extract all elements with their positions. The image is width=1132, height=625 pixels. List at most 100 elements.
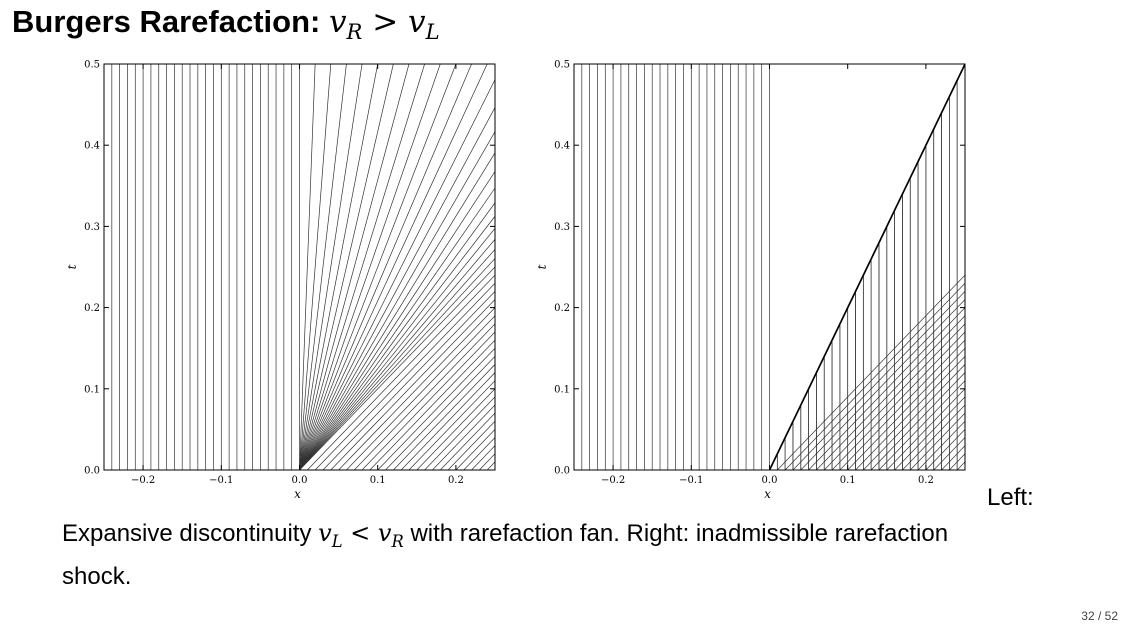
right-characteristic [886,388,965,470]
page-number: 32 / 52 [1081,609,1118,623]
x-tick-label: 0.1 [370,475,386,486]
right-characteristic [307,274,495,470]
right-characteristic [973,64,978,470]
fan-characteristic [299,266,495,470]
y-tick-label: 0.3 [84,222,100,233]
x-tick-label: 0.0 [292,475,308,486]
right-characteristic [353,323,495,470]
right-characteristic [424,396,495,470]
right-characteristic [400,372,495,470]
right-characteristic [870,372,965,470]
title-math-sub1: R [346,19,363,45]
fan-characteristic [299,78,495,470]
fan-characteristic [299,64,488,470]
title-math-relation: > [362,4,409,40]
right-characteristic [369,339,495,470]
right-characteristic [847,347,965,470]
right-characteristic [447,420,495,470]
x-tick-label: 0.2 [448,475,464,486]
right-characteristic [941,445,965,470]
caption-text-2: with rarefaction fan. Right: inadmissibl… [62,520,949,590]
x-tick-label: −0.2 [601,475,625,486]
y-tick-label: 0.1 [554,384,570,395]
shock-line-top [768,64,965,470]
right-characteristic [956,461,965,470]
fan-characteristic [299,187,495,470]
right-characteristic [416,388,495,470]
right-characteristic [346,315,495,470]
right-characteristic [314,282,495,470]
y-tick-label: 0.0 [84,466,100,477]
right-characteristic [855,355,965,470]
right-characteristic [471,445,495,470]
fan-characteristic [299,64,472,470]
right-characteristic [361,331,495,470]
fan-characteristic [299,64,457,470]
caption-math: vL < vR [318,519,404,551]
title-text: Burgers Rarefaction: [12,4,329,39]
y-tick-label: 0.3 [554,222,570,233]
right-characteristic [494,469,495,470]
x-axis-label: x [764,487,771,501]
y-tick-label: 0.5 [554,60,570,71]
caption-math-v2: v [377,519,392,547]
right-characteristic [784,282,965,470]
caption-lead: Left: [987,484,1034,511]
right-characteristic [816,315,965,470]
fan-characteristic [299,258,495,470]
fan-characteristic [299,106,495,470]
y-axis-label: t [68,264,79,269]
right-characteristic [933,437,965,470]
y-tick-label: 0.0 [554,466,570,477]
slide-caption: Expansive discontinuity vL < vR with rar… [62,516,982,594]
fan-characteristic [299,170,495,470]
x-tick-label: 0.2 [918,475,934,486]
right-characteristic [964,469,965,470]
x-tick-label: −0.1 [679,475,703,486]
fan-characteristic [299,152,495,470]
right-characteristic [385,355,495,470]
right-characteristic [792,290,965,470]
x-tick-label: 0.0 [762,475,778,486]
right-characteristic [322,290,495,470]
fan-characteristic [299,64,347,470]
right-characteristic [338,307,495,470]
right-characteristic [863,363,965,470]
characteristics-group [574,64,978,470]
caption-math-sub1: L [331,531,343,551]
caption-math-v1: v [318,519,332,547]
fan-characteristic [299,238,495,470]
caption-math-relation: < [342,519,378,547]
right-characteristic [839,339,965,470]
fan-characteristic [299,227,495,470]
y-tick-label: 0.5 [84,60,100,71]
fan-characteristic [299,64,316,470]
slide-title: Burgers Rarefaction: vR > vL [12,4,440,44]
right-characteristic [393,363,495,470]
right-characteristic [408,380,495,470]
fan-characteristic [299,64,425,470]
characteristics-group [104,64,495,470]
y-tick-label: 0.4 [554,141,570,152]
fan-characteristic [299,215,495,470]
x-tick-label: −0.1 [209,475,233,486]
right-characteristic [823,323,965,470]
right-characteristic [831,331,965,470]
right-characteristic [777,274,965,470]
right-characteristic [894,396,965,470]
fan-characteristic [299,130,495,470]
y-tick-label: 0.2 [554,303,570,314]
right-characteristic [440,412,495,470]
right-characteristic [377,347,495,470]
fan-characteristic [299,64,332,470]
y-tick-label: 0.2 [84,303,100,314]
fan-characteristic [299,64,379,470]
fan-characteristic [299,202,495,470]
right-characteristic [800,298,965,470]
caption-text-1: Expansive discontinuity [62,520,319,547]
x-tick-label: −0.2 [131,475,155,486]
fan-characteristic [299,64,410,470]
y-tick-label: 0.4 [84,141,100,152]
fan-characteristic [299,248,495,470]
y-tick-label: 0.1 [84,384,100,395]
